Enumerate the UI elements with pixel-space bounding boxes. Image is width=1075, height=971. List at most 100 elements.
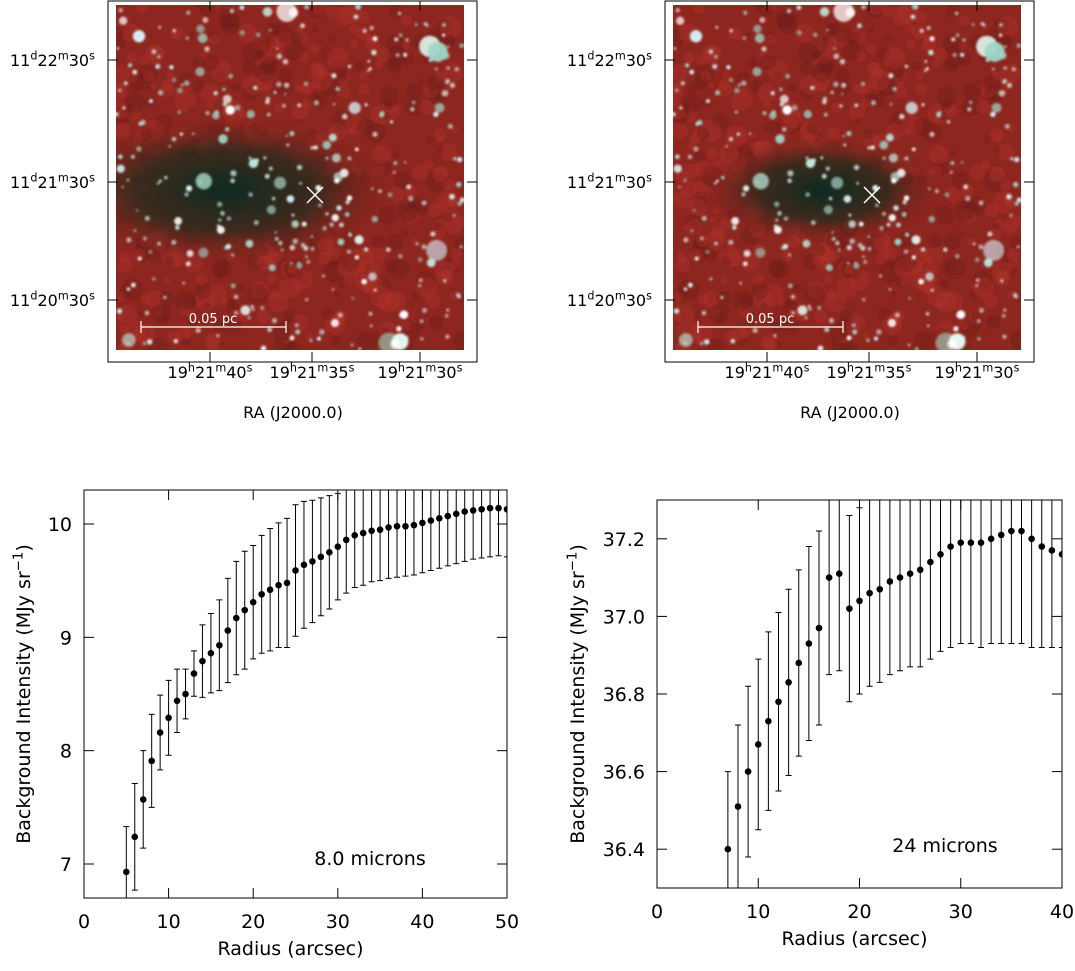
text-part: 19 xyxy=(827,363,847,382)
data-point xyxy=(224,627,232,634)
y-tick-label: 36.6 xyxy=(603,762,645,784)
data-point xyxy=(232,614,240,622)
text-part: 11 xyxy=(10,51,30,70)
y-tick-label: 10 xyxy=(48,514,72,536)
text-part: 20 xyxy=(37,291,57,310)
scale-bar xyxy=(697,321,844,333)
x-tick-label: 19h21m40s xyxy=(168,362,253,382)
text-part: m xyxy=(215,362,226,375)
data-point xyxy=(275,581,282,589)
data-point xyxy=(300,561,308,569)
text-part: 21 xyxy=(405,363,425,382)
data-point xyxy=(309,558,316,565)
text-part: 22 xyxy=(37,51,57,70)
text-part: s xyxy=(906,362,912,375)
y-tick-label: 37.0 xyxy=(603,606,645,628)
data-point xyxy=(916,566,924,574)
text-part: 30 xyxy=(626,173,646,192)
data-point xyxy=(452,510,460,518)
x-axis-title: RA (J2000.0) xyxy=(800,403,900,422)
y-tick-label: 7 xyxy=(60,854,72,876)
text-part: 21 xyxy=(594,173,614,192)
text-part: ) xyxy=(13,544,35,551)
data-point xyxy=(1028,535,1035,543)
x-tick-label: 10 xyxy=(157,911,181,933)
text-part: m xyxy=(772,362,783,375)
text-part: h xyxy=(847,362,854,375)
data-point xyxy=(947,543,954,550)
data-point xyxy=(469,507,477,514)
x-tick-label: 0 xyxy=(651,901,663,923)
text-part: s xyxy=(89,172,95,185)
data-point xyxy=(1018,527,1025,535)
text-part: m xyxy=(425,362,436,375)
text-part: s xyxy=(646,172,652,185)
y-tick-label: 11d20m30s xyxy=(10,290,95,310)
text-part: d xyxy=(30,290,37,303)
data-point xyxy=(856,597,863,605)
data-point xyxy=(342,536,350,544)
text-part: 30 xyxy=(69,51,89,70)
text-part: m xyxy=(982,362,993,375)
text-part: m xyxy=(58,50,69,63)
data-point xyxy=(326,549,333,556)
text-part: d xyxy=(587,172,594,185)
text-part: s xyxy=(804,362,810,375)
data-point xyxy=(182,690,189,698)
data-point xyxy=(1038,543,1046,550)
y-tick-label: 36.8 xyxy=(603,684,645,706)
data-point xyxy=(139,796,147,803)
text-part: 21 xyxy=(752,363,772,382)
data-point xyxy=(359,529,367,537)
data-point xyxy=(461,508,469,515)
sky-image xyxy=(116,5,464,350)
text-part: d xyxy=(30,50,37,63)
x-tick-label: 19h21m30s xyxy=(935,362,1020,382)
data-points xyxy=(123,490,507,898)
data-point xyxy=(1008,527,1015,535)
x-axis-title: Radius (arcsec) xyxy=(217,938,363,960)
data-point xyxy=(775,698,782,706)
data-point xyxy=(131,833,139,841)
data-point xyxy=(1048,547,1056,554)
text-part: 19 xyxy=(725,363,745,382)
text-part: 30 xyxy=(626,291,646,310)
text-part: 19 xyxy=(270,363,290,382)
data-point xyxy=(503,505,507,513)
text-part: 21 xyxy=(854,363,874,382)
text-part: 30 xyxy=(626,51,646,70)
plot-panel: 0 10 20 30 40 50 7 8 9 10 8.0 microns Radius (arcse… xyxy=(11,489,519,960)
y-tick-label: 11d22m30s xyxy=(567,50,652,70)
text-part: s xyxy=(89,50,95,63)
data-point xyxy=(283,579,291,587)
x-tick-label: 30 xyxy=(326,911,350,933)
y-axis-title: Background Intensity (MJy sr−1) xyxy=(565,544,589,844)
text-part: m xyxy=(615,172,626,185)
data-point xyxy=(937,551,944,558)
x-tick-label: 20 xyxy=(847,901,871,923)
data-point xyxy=(393,522,401,530)
axes-frame xyxy=(656,499,1063,889)
data-point xyxy=(410,521,418,529)
data-point xyxy=(967,539,975,546)
text-part: d xyxy=(30,172,37,185)
x-tick-label: 40 xyxy=(410,911,434,933)
data-point xyxy=(495,504,502,512)
data-point xyxy=(190,670,198,677)
text-part: ) xyxy=(567,544,589,551)
plot-panel: 0 10 20 30 40 36.4 36.6 36.8 37.0 37.2 24 microns R… xyxy=(565,499,1074,950)
data-point xyxy=(148,757,155,765)
data-point xyxy=(765,717,772,725)
x-tick-label: 40 xyxy=(1050,901,1074,923)
text-part: 40 xyxy=(783,363,803,382)
x-tick-label: 0 xyxy=(78,911,90,933)
data-point xyxy=(368,527,375,535)
axes-frame xyxy=(83,489,508,899)
data-point xyxy=(866,589,873,597)
text-part: 35 xyxy=(328,363,348,382)
dark-cloud xyxy=(702,135,942,245)
data-point xyxy=(334,543,342,550)
data-point xyxy=(754,741,762,748)
stars xyxy=(673,5,1021,350)
